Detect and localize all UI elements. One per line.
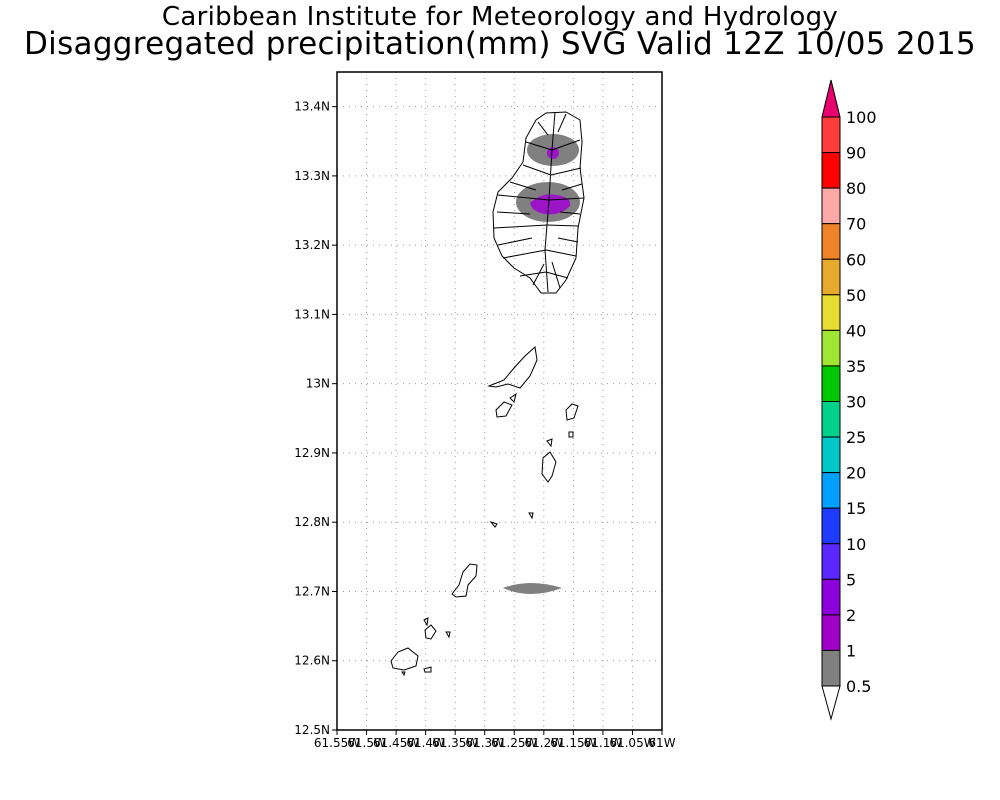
y-tick-label: 13.3N — [294, 169, 330, 183]
legend-swatch — [821, 116, 841, 154]
legend-label: 25 — [846, 428, 866, 447]
legend-swatch — [821, 365, 841, 402]
x-tick-label: 61.3W — [465, 736, 504, 750]
coastline-st-vincent — [492, 111, 585, 294]
x-tick-label: 61.05W — [609, 736, 655, 750]
precip-area-south — [503, 583, 562, 594]
y-tick-label: 13N — [306, 377, 330, 391]
precip-core-north — [547, 147, 559, 159]
legend-label: 2 — [846, 606, 856, 625]
y-tick-label: 13.4N — [294, 100, 330, 114]
legend-label: 35 — [846, 357, 866, 376]
legend-swatch — [821, 401, 841, 438]
legend-swatch — [821, 187, 841, 225]
x-axis: 61.55W61.5W61.45W61.4W61.35W61.3W61.25W6… — [314, 730, 676, 750]
legend-label: 50 — [846, 286, 866, 305]
coastline-grenadines — [390, 346, 579, 677]
legend-swatch — [821, 578, 841, 616]
map-panel — [336, 71, 663, 731]
legend-swatch — [821, 329, 841, 367]
map-frame — [336, 71, 663, 731]
legend-swatch — [821, 152, 841, 189]
legend-swatch — [821, 543, 841, 580]
legend-label: 80 — [846, 179, 866, 198]
x-tick-label: 61.25W — [491, 736, 537, 750]
y-tick-label: 13.2N — [294, 238, 330, 252]
y-axis: 12.5N 12.6N 12.7N 12.8N 12.9N 13N 13.1N 13.2N 13… — [294, 100, 337, 737]
legend-swatch — [821, 614, 841, 651]
legend-arrow-top — [821, 79, 841, 118]
y-tick-label: 12.7N — [294, 584, 330, 598]
x-tick-label: 61.5W — [347, 736, 386, 750]
x-tick-label: 61.2W — [525, 736, 564, 750]
y-tick-label: 12.6N — [294, 654, 330, 668]
x-tick-label: 61.1W — [584, 736, 623, 750]
legend-label: 10 — [846, 535, 866, 554]
color-legend: 100 90 80 70 60 50 40 35 30 25 20 15 10 5 2 1 0.5 — [821, 79, 877, 721]
y-tick-label: 12.5N — [294, 723, 330, 737]
x-tick-label: 61.4W — [406, 736, 445, 750]
legend-label: 60 — [846, 250, 866, 269]
legend-swatch — [821, 649, 841, 687]
legend-label: 5 — [846, 570, 856, 589]
map-title: Caribbean Institute for Meteorology and … — [161, 2, 839, 32]
legend-label: 40 — [846, 321, 866, 340]
legend-arrow-bottom — [821, 685, 841, 721]
legend-swatch — [821, 507, 841, 545]
legend-label: 1 — [846, 641, 856, 660]
x-tick-label: 61W — [648, 736, 675, 750]
x-tick-label: 61.15W — [550, 736, 596, 750]
legend-swatch — [821, 294, 841, 331]
legend-label: 100 — [846, 108, 877, 127]
legend-label: 30 — [846, 393, 866, 412]
legend-label: 70 — [846, 215, 866, 234]
y-tick-label: 12.8N — [294, 515, 330, 529]
map-subtitle: Disaggregated precipitation(mm) SVG Vali… — [23, 26, 977, 62]
legend-swatch — [821, 223, 841, 260]
y-tick-label: 12.9N — [294, 446, 330, 460]
legend-label: 0.5 — [846, 677, 871, 696]
x-tick-label: 61.55W — [314, 736, 360, 750]
legend-label: 90 — [846, 144, 866, 163]
legend-swatch — [821, 436, 841, 474]
x-tick-label: 61.45W — [373, 736, 419, 750]
x-tick-label: 61.35W — [432, 736, 478, 750]
legend-swatch — [821, 472, 841, 509]
map-background — [337, 72, 662, 730]
legend-label: 20 — [846, 464, 866, 483]
legend-label: 15 — [846, 499, 866, 518]
y-tick-label: 13.1N — [294, 307, 330, 321]
legend-swatch — [821, 258, 841, 296]
